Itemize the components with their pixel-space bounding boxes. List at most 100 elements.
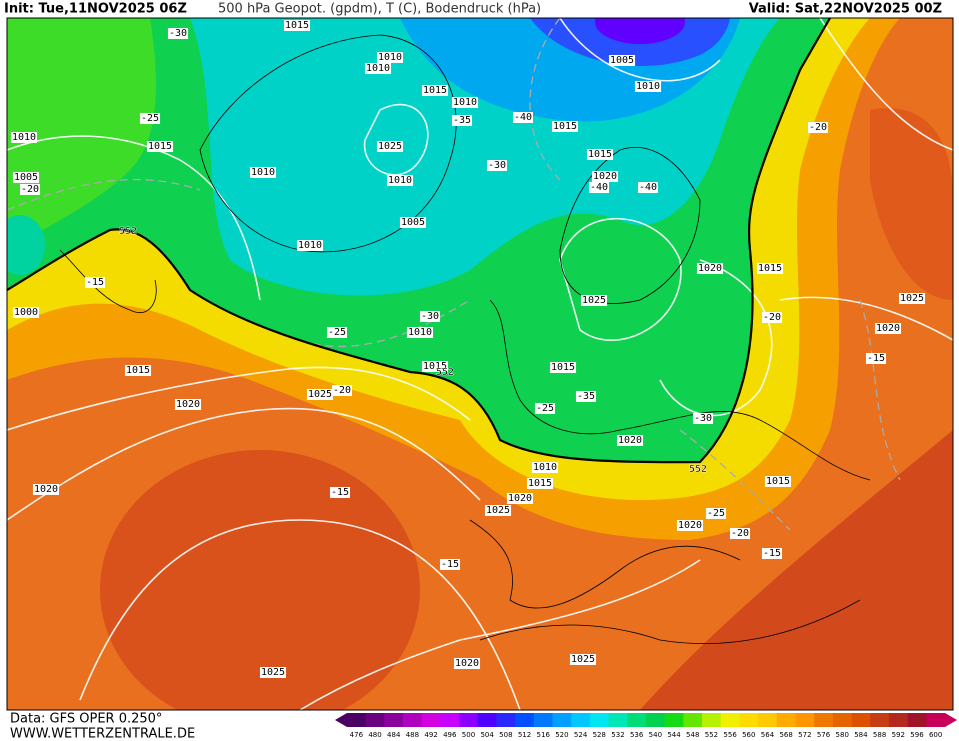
valid-time: Valid: Sat,22NOV2025 00Z [749,2,942,17]
legend-label: 536 [630,731,644,739]
contour-label: 1020 [593,171,617,182]
label-box [406,327,434,338]
label-box [865,353,887,364]
legend-swatch [589,713,609,727]
legend-label: 524 [574,731,588,739]
label-box [898,293,926,304]
legend-label: 556 [723,731,737,739]
legend-label: 596 [910,731,924,739]
contour-label: -30 [488,160,506,171]
label-box [637,182,659,193]
label-box [12,307,40,318]
label-box [174,399,202,410]
legend-label: 584 [854,731,868,739]
label-box [761,548,783,559]
legend-label: 512 [518,731,531,739]
legend-swatch [365,713,385,727]
legend-swatch [888,713,908,727]
label-box [376,52,404,63]
contour-label: -25 [328,327,346,338]
legend-swatch [646,713,665,727]
contour-label: 1010 [533,462,557,473]
legend-swatch [870,713,890,727]
contour-label: 1000 [14,307,38,318]
contour-label: 1020 [678,520,702,531]
contour-label: -15 [867,353,885,364]
label-box [329,487,351,498]
contour-label: -35 [577,391,595,402]
contour-label: 1010 [12,132,36,143]
contour-label: 1020 [618,435,642,446]
legend-label: 544 [667,731,681,739]
contour-label: 1005 [610,55,634,66]
legend-label: 508 [499,731,512,739]
label-box [512,112,534,123]
contour-label: 1015 [285,20,309,31]
label-box [439,559,461,570]
legend-label: 516 [537,731,551,739]
website: WWW.WETTERZENTRALE.DE [10,727,195,741]
label-box [486,160,508,171]
label-box [729,528,751,539]
legend-label: 564 [761,731,775,739]
legend-label: 500 [462,731,475,739]
contour-label: 1015 [766,476,790,487]
legend-label: 572 [798,731,811,739]
label-box [531,462,559,473]
contour-label: -20 [763,312,781,323]
label-box [634,81,662,92]
label-box [139,113,161,124]
label-box [580,295,608,306]
label-box [484,505,512,516]
label-box [549,362,577,373]
legend-label: 580 [836,731,849,739]
contour-label: -15 [441,559,459,570]
contour-label: 1025 [308,389,332,400]
label-box [12,172,40,183]
legend-label: 476 [350,731,364,739]
legend-swatch [515,713,535,727]
contour-label: 1015 [528,478,552,489]
label-box [676,520,704,531]
label-box [306,389,334,400]
contour-552-label: 552 [689,464,707,475]
contour-label: 1015 [423,361,447,372]
label-box [421,85,449,96]
legend-label: 552 [705,731,718,739]
contour-label: 1015 [758,263,782,274]
legend-swatch [795,713,815,727]
label-box [696,263,724,274]
contour-label: -25 [141,113,159,124]
legend-swatch [720,713,740,727]
legend-swatch [533,713,553,727]
contour-label: -20 [809,122,827,133]
label-box [451,115,473,126]
legend-swatch [739,713,759,727]
label-box [526,478,554,489]
label-box [761,312,783,323]
label-box [756,263,784,274]
contour-label: 1010 [366,63,390,74]
label-box [421,361,449,372]
legend-label: 576 [817,731,831,739]
legend-swatch [477,713,497,727]
map-field [7,18,953,710]
label-box [692,413,714,424]
contour-label: 1005 [14,172,38,183]
contour-label: -20 [333,385,351,396]
label-box [10,132,38,143]
label-box [259,667,287,678]
label-box [616,435,644,446]
label-box [146,141,174,152]
label-box [874,323,902,334]
legend-label: 480 [368,731,381,739]
contour-label: 1010 [251,167,275,178]
label-box [124,365,152,376]
label-box [386,175,414,186]
contour-label: -40 [639,182,657,193]
label-box [764,476,792,487]
contour-label: -30 [169,28,187,39]
label-box [575,391,597,402]
legend-swatch [440,713,460,727]
contour-label: 1015 [148,141,172,152]
